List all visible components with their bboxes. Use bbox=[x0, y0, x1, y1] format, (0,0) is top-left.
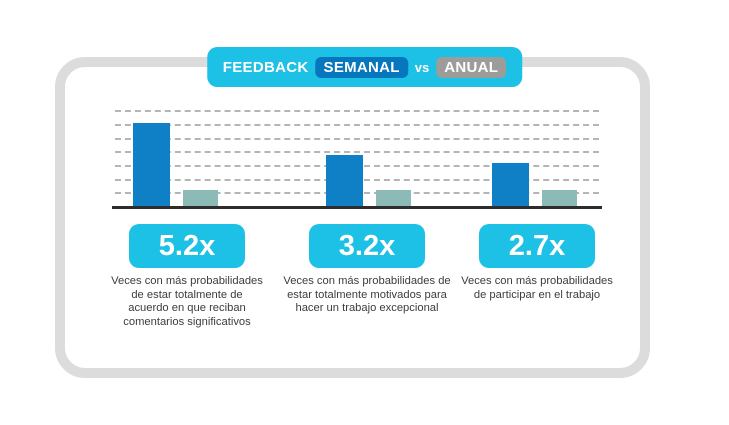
stat-block-2: 3.2x Veces con más probabilidades de est… bbox=[282, 224, 452, 316]
stat-value-box: 2.7x bbox=[479, 224, 595, 268]
bar-semanal bbox=[492, 162, 529, 206]
bar-anual bbox=[376, 190, 411, 206]
stat-description: Veces con más probabilidades de particip… bbox=[461, 275, 613, 301]
stat-block-1: 5.2x Veces con más probabilidades de est… bbox=[102, 224, 272, 329]
stat-description: Veces con más probabilidades de estar to… bbox=[283, 275, 451, 314]
stat-block-3: 2.7x Veces con más probabilidades de par… bbox=[452, 224, 622, 302]
header-prefix: FEEDBACK bbox=[222, 58, 309, 76]
bar-anual bbox=[183, 190, 218, 206]
bar-group-2 bbox=[326, 154, 411, 206]
header-pill: FEEDBACK SEMANAL vs ANUAL bbox=[206, 47, 523, 87]
bar-semanal bbox=[133, 122, 170, 206]
gridline bbox=[115, 110, 599, 113]
gridline bbox=[115, 137, 599, 140]
bar-chart bbox=[112, 108, 602, 209]
bar-group-1 bbox=[133, 122, 218, 206]
content-card bbox=[55, 57, 650, 378]
chart-baseline bbox=[112, 206, 602, 209]
stat-value-box: 3.2x bbox=[309, 224, 425, 268]
bar-group-3 bbox=[492, 162, 577, 206]
bar-anual bbox=[542, 190, 577, 206]
header-chip-semanal: SEMANAL bbox=[315, 56, 408, 78]
bar-semanal bbox=[326, 154, 363, 206]
stat-value-box: 5.2x bbox=[129, 224, 245, 268]
gridline bbox=[115, 151, 599, 154]
header-connector: vs bbox=[414, 59, 430, 75]
gridline bbox=[115, 123, 599, 126]
header-chip-anual: ANUAL bbox=[436, 56, 507, 78]
stat-description: Veces con más probabilidades de estar to… bbox=[111, 275, 263, 328]
